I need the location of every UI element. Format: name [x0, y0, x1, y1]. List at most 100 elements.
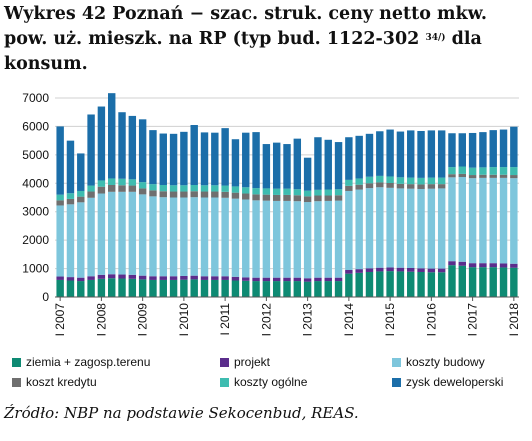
bar-segment: [427, 130, 436, 178]
bar-segment: [97, 106, 106, 181]
x-tick-label: I 2017: [466, 303, 480, 337]
bar-segment: [97, 278, 106, 297]
bar-segment: [221, 191, 229, 198]
bar-segment: [242, 193, 250, 200]
bar-segment: [190, 197, 198, 276]
bar-segment: [262, 144, 271, 189]
bar-segment: [221, 185, 229, 192]
bar-segment: [56, 205, 64, 277]
bar-segment: [242, 280, 250, 297]
x-tick-label: I 2009: [136, 303, 150, 337]
bar-segment: [355, 178, 363, 185]
bar-segment: [272, 188, 281, 195]
bar-segment: [180, 279, 188, 297]
source-note: Źródło: NBP na podstawie Sekocenbud, REA…: [4, 404, 359, 422]
bar-segment: [324, 200, 332, 278]
bar-segment: [242, 199, 250, 278]
bar-segment: [355, 189, 363, 270]
bar-segment: [417, 271, 425, 297]
bar-segment: [221, 128, 229, 186]
bar-segment: [468, 267, 477, 297]
bar-segment: [138, 182, 147, 189]
bar-segment: [303, 281, 312, 297]
bar-segment: [345, 269, 353, 274]
x-tick-label: I 2016: [424, 303, 438, 337]
bar-segment: [107, 184, 116, 192]
bar-segment: [407, 271, 415, 297]
bar-segment: [169, 276, 178, 280]
bar-segment: [118, 274, 126, 279]
bar-segment: [314, 137, 322, 190]
bar-segment: [77, 196, 85, 203]
bar-segment: [448, 174, 456, 178]
bar-segment: [169, 185, 178, 192]
bar-segment: [87, 279, 95, 297]
bar-segment: [324, 139, 332, 190]
bar-segment: [159, 276, 167, 280]
bar-segment: [66, 140, 75, 194]
bar-segment: [437, 184, 446, 189]
bar-segment: [180, 191, 188, 198]
bar-segment: [66, 280, 75, 297]
bar-segment: [386, 187, 394, 268]
bar-segment: [262, 200, 271, 278]
bar-segment: [283, 281, 291, 297]
bar-segment: [386, 129, 394, 177]
bar-segment: [87, 197, 95, 277]
bar-segment: [510, 178, 518, 264]
bar-segment: [386, 176, 394, 184]
bar-segment: [293, 281, 302, 297]
bar-segment: [128, 179, 137, 186]
bar-segment: [118, 185, 126, 192]
bar-segment: [138, 275, 147, 280]
bar-segment: [231, 192, 240, 199]
bar-segment: [479, 267, 487, 297]
bar-segment: [283, 200, 291, 278]
y-tick-label: 3000: [22, 205, 49, 219]
bar-segment: [272, 277, 281, 282]
bar-segment: [87, 185, 95, 192]
bar-segment: [407, 177, 415, 185]
bar-segment: [190, 275, 198, 280]
bar-segment: [355, 269, 363, 273]
bar-segment: [499, 174, 508, 178]
y-tick-label: 6000: [22, 119, 49, 133]
bar-segment: [448, 265, 456, 297]
bar-segment: [66, 198, 75, 205]
bar-segment: [427, 268, 436, 273]
legend-swatch: [220, 377, 229, 387]
bar-segment: [252, 132, 260, 189]
bar-segment: [169, 133, 178, 186]
bar-segment: [77, 190, 85, 197]
bar-segment: [437, 268, 446, 273]
bar-segment: [314, 277, 322, 282]
y-tick-label: 2000: [22, 233, 49, 247]
bar-segment: [190, 279, 198, 297]
bar-segment: [200, 279, 209, 297]
bar-segment: [231, 280, 240, 297]
bar-segment: [180, 197, 188, 276]
y-tick-label: 5000: [22, 148, 49, 162]
legend-label: projekt: [234, 355, 271, 369]
bar-segment: [458, 177, 467, 262]
bar-segment: [107, 191, 116, 275]
bar-segment: [138, 194, 147, 276]
x-tick-label: I 2007: [53, 303, 67, 337]
bar-segment: [314, 201, 322, 278]
bar-segment: [417, 188, 425, 269]
bar-segment: [427, 272, 436, 297]
x-tick-label: I 2008: [94, 303, 108, 337]
bar-segment: [334, 281, 343, 297]
bar-segment: [489, 177, 497, 264]
bar-segment: [334, 200, 343, 278]
bar-segment: [365, 176, 374, 184]
bar-segment: [252, 200, 260, 278]
bar-segment: [149, 130, 157, 185]
bar-segment: [149, 190, 157, 197]
bar-segment: [458, 166, 467, 174]
bar-segment: [510, 167, 518, 176]
bar-segment: [324, 195, 332, 201]
bar-segment: [283, 188, 291, 195]
bar-segment: [468, 175, 477, 179]
chart-title-superscript: 34/): [425, 33, 446, 43]
